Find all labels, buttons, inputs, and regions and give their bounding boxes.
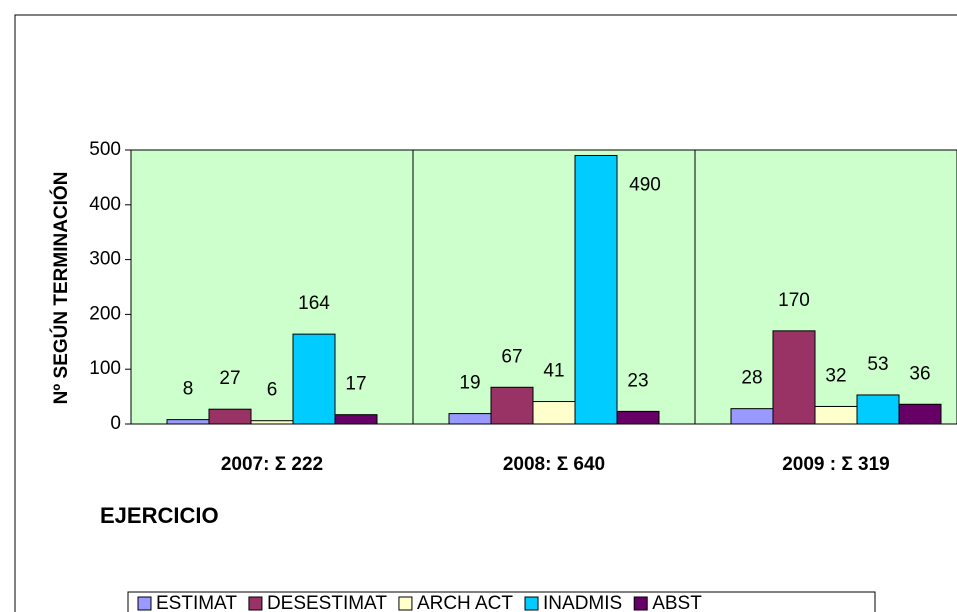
legend-label: DESESTIMAT <box>267 593 387 612</box>
bar <box>772 330 816 425</box>
x-tick-label: 2009 : Σ 319 <box>782 454 890 475</box>
legend-swatch <box>633 596 648 611</box>
y-tick-label: 400 <box>89 194 121 215</box>
bar <box>448 413 492 425</box>
data-label: 32 <box>825 365 846 386</box>
y-axis-title: Nº SEGÚN TERMINACIÓN <box>50 172 72 405</box>
legend-swatch <box>398 596 413 611</box>
bar <box>730 408 774 425</box>
data-label: 490 <box>629 174 661 195</box>
y-tick-label: 200 <box>89 303 121 324</box>
bar <box>814 405 858 425</box>
legend-box <box>127 591 876 612</box>
legend-label: ABST <box>652 593 702 612</box>
data-label: 23 <box>627 370 648 391</box>
data-label: 6 <box>267 380 278 401</box>
data-label: 67 <box>501 346 522 367</box>
legend-swatch <box>137 596 152 611</box>
y-tick-label: 0 <box>110 413 121 434</box>
legend-swatch <box>524 596 539 611</box>
bar <box>574 154 618 425</box>
bar <box>208 408 252 425</box>
bar <box>532 401 576 425</box>
legend-swatch <box>248 596 263 611</box>
y-tick-label: 500 <box>89 139 121 160</box>
data-label: 19 <box>459 373 480 394</box>
data-label: 27 <box>219 368 240 389</box>
bar <box>490 386 534 425</box>
bar <box>856 394 900 425</box>
data-label: 8 <box>183 379 194 400</box>
legend-label: ESTIMAT <box>156 593 237 612</box>
data-label: 36 <box>909 363 930 384</box>
data-label: 17 <box>345 374 366 395</box>
y-tick-label: 300 <box>89 249 121 270</box>
y-tick-label: 100 <box>89 358 121 379</box>
legend-label: ARCH ACT <box>417 593 513 612</box>
x-axis-title: EJERCICIO <box>100 503 219 528</box>
bar <box>616 410 660 425</box>
data-label: 170 <box>778 290 810 311</box>
legend-label: INADMIS <box>543 593 622 612</box>
bar <box>166 419 210 425</box>
plot-area <box>130 149 957 425</box>
x-tick-label: 2008: Σ 640 <box>503 454 605 475</box>
data-label: 28 <box>741 368 762 389</box>
bar <box>292 333 336 425</box>
bar <box>250 420 294 425</box>
x-tick-label: 2007: Σ 222 <box>221 454 323 475</box>
data-label: 53 <box>867 354 888 375</box>
bar <box>898 403 942 425</box>
data-label: 164 <box>298 293 330 314</box>
data-label: 41 <box>543 361 564 382</box>
bar <box>334 414 378 425</box>
